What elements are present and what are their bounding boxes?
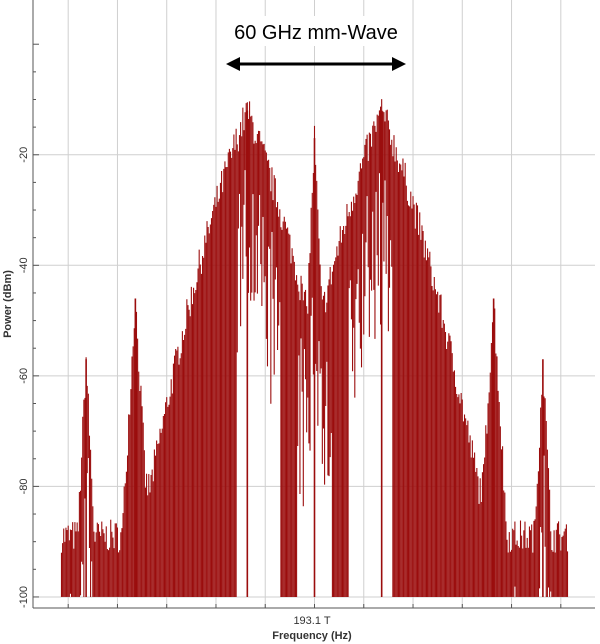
annotation-text-background xyxy=(220,16,412,46)
annotation-text: 60 GHz mm-Wave xyxy=(234,22,398,44)
annotation-arrow-left-head xyxy=(226,57,240,71)
spectrum-trace xyxy=(60,99,569,597)
x-axis-label: Frequency (Hz) xyxy=(272,630,352,642)
y-tick-label-3: -40 xyxy=(18,257,30,273)
y-tick-label-4: -20 xyxy=(18,147,30,163)
y-tick-label-0: -100 xyxy=(18,586,30,608)
y-axis-label: Power (dBm) xyxy=(2,270,14,338)
mm-wave-annotation: 60 GHz mm-Wave xyxy=(220,16,412,71)
x-center-tick-label: 193.1 T xyxy=(293,615,330,627)
annotation-arrow-right-head xyxy=(392,57,406,71)
axes xyxy=(32,0,595,609)
y-tick-label-1: -80 xyxy=(18,478,30,494)
y-tick-labels: -100 -80 -60 -40 -20 xyxy=(18,147,30,608)
y-tick-label-2: -60 xyxy=(18,368,30,384)
